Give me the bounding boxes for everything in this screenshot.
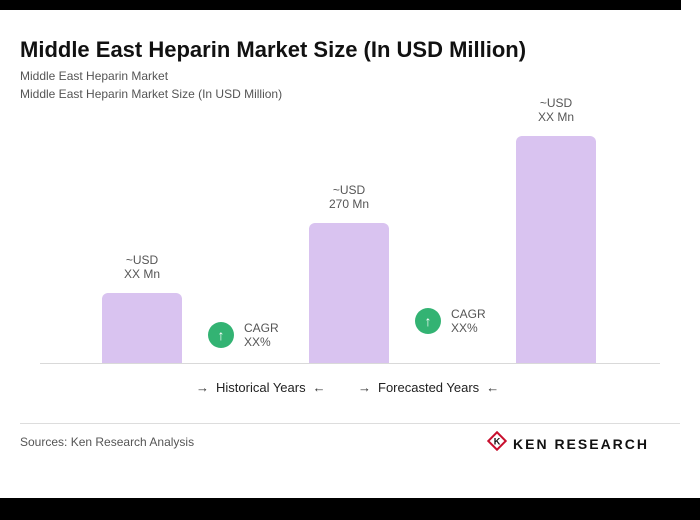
cagr-text: CAGR XX% — [244, 321, 279, 349]
bar-forecast — [516, 136, 596, 363]
axis-legend-label: Forecasted Years — [378, 380, 480, 395]
bar-group-base-year: ~USD 270 Mn — [289, 183, 409, 363]
chart-subtitle: Middle East Heparin Market Middle East H… — [20, 67, 282, 103]
bar-group-forecast: ~USD XX Mn — [496, 96, 616, 363]
bar-label-line1: ~USD — [125, 253, 159, 267]
top-black-bar — [0, 0, 681, 10]
bar-value-label: ~USD 270 Mn — [329, 183, 369, 211]
growth-arrow-icon: ↑ — [415, 308, 441, 334]
bottom-black-bar — [0, 498, 700, 520]
subtitle-line-2: Middle East Heparin Market Size (In USD … — [20, 87, 283, 101]
axis-legend-historical-years: → Historical Years ← — [196, 380, 326, 395]
right-arrow-icon: → — [358, 380, 371, 395]
left-arrow-icon: ← — [486, 380, 500, 395]
cagr-label: CAGR — [451, 307, 486, 321]
bar-base-year — [309, 223, 389, 363]
svg-text:K: K — [494, 436, 501, 446]
bar-chart: ~USD XX Mn ~USD 270 Mn ~USD XX Mn ↑ CAGR… — [40, 96, 660, 364]
axis-legend-label: Historical Years — [216, 380, 306, 395]
cagr-value: XX% — [451, 321, 478, 335]
sources-text: Sources: Ken Research Analysis — [20, 435, 195, 449]
ken-research-logo-text: KEN RESEARCH — [513, 435, 650, 452]
cagr-value: XX% — [244, 335, 271, 349]
cagr-label: CAGR — [244, 321, 279, 335]
bar-label-line2: XX Mn — [123, 267, 160, 281]
cagr-text: CAGR XX% — [451, 307, 486, 335]
bar-value-label: ~USD XX Mn — [124, 253, 160, 281]
footer-divider — [20, 423, 680, 424]
page-title: Middle East Heparin Market Size (In USD … — [20, 36, 527, 62]
bar-value-label: ~USD XX Mn — [538, 96, 574, 124]
cagr-badge-forecast: ↑ CAGR XX% — [415, 307, 486, 335]
ken-research-logo-icon: K — [486, 430, 508, 456]
axis-legend-forecasted-years: → Forecasted Years ← — [358, 380, 499, 395]
subtitle-line-1: Middle East Heparin Market — [20, 69, 169, 83]
bar-historical — [102, 293, 182, 363]
cagr-badge-historical: ↑ CAGR XX% — [208, 321, 279, 349]
bar-label-line1: ~USD — [332, 183, 366, 197]
bar-label-line1: ~USD — [539, 96, 573, 110]
bar-label-line2: XX Mn — [537, 110, 574, 124]
left-arrow-icon: ← — [312, 380, 326, 395]
bar-group-historical: ~USD XX Mn — [82, 253, 202, 363]
ken-research-logo: K KEN RESEARCH — [486, 430, 650, 456]
bar-label-line2: 270 Mn — [328, 197, 370, 211]
growth-arrow-icon: ↑ — [208, 322, 234, 348]
right-arrow-icon: → — [196, 380, 209, 395]
